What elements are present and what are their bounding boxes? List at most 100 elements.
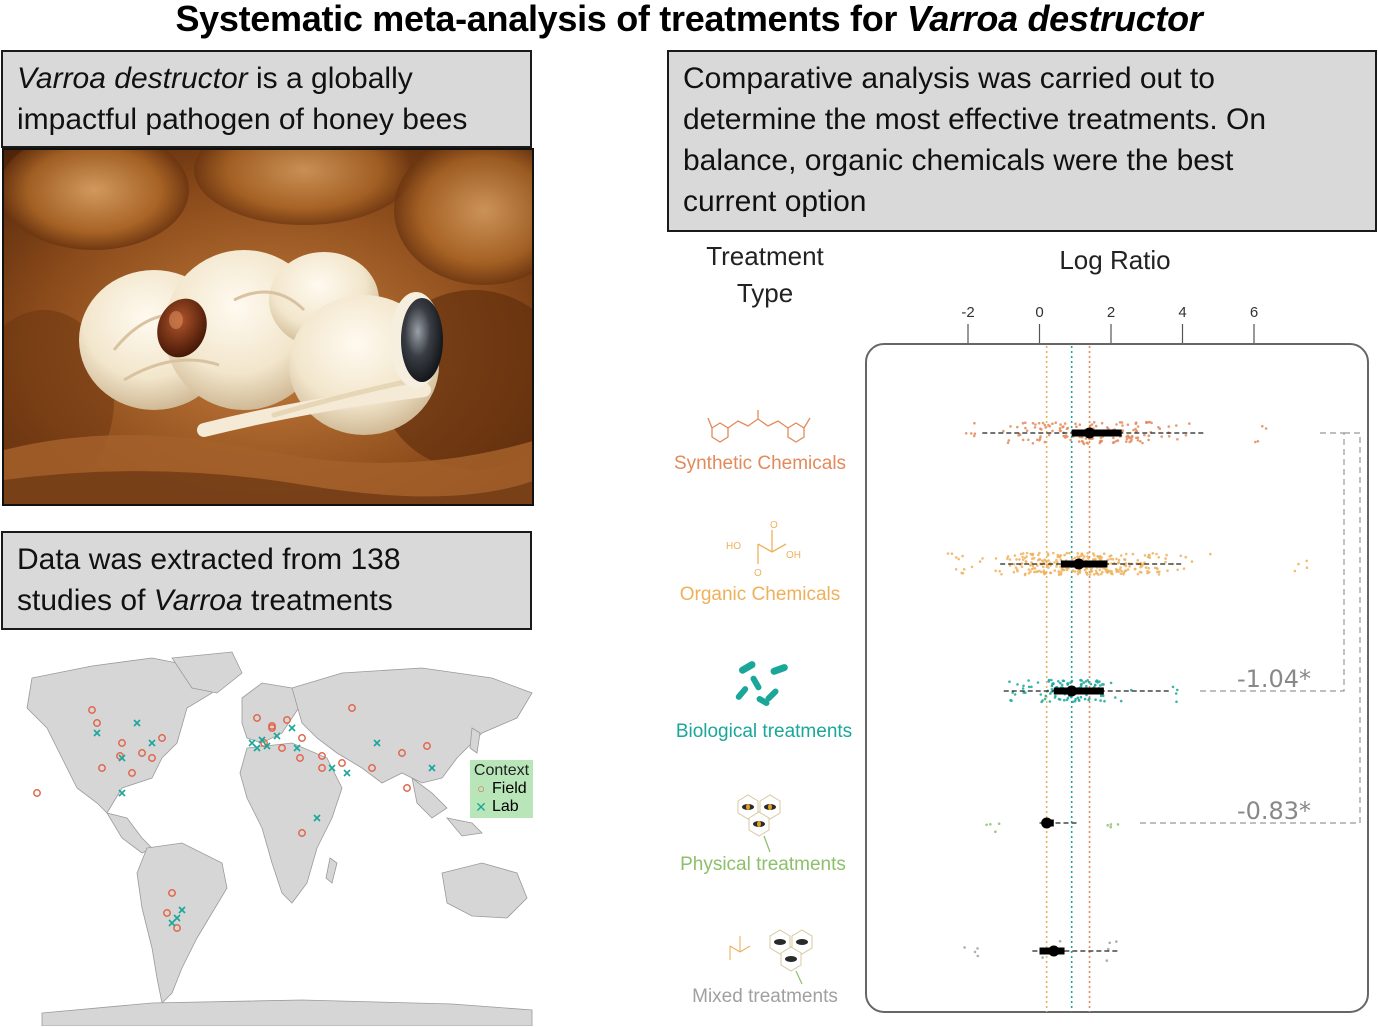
data-point (1254, 440, 1257, 444)
pathogen-callout: Varroa destructor is a globally impactfu… (1, 50, 532, 148)
data-point (1057, 680, 1060, 683)
field-study-marker (33, 789, 41, 797)
data-point (1077, 698, 1081, 702)
log-ratio-header: Log Ratio (1059, 245, 1171, 275)
reference-lines (1045, 346, 1091, 1012)
data-point (1114, 696, 1117, 699)
compare-line1: Comparative analysis was carried out to (683, 62, 1215, 95)
data-point (1085, 571, 1088, 574)
data-point (1256, 440, 1260, 443)
data-point (1006, 555, 1010, 558)
data-point (1118, 421, 1122, 424)
x-tick-label: 2 (1107, 304, 1115, 321)
data-point (1138, 570, 1142, 574)
data-point (1051, 422, 1054, 425)
data-point (1027, 572, 1031, 575)
data-point (1023, 556, 1027, 560)
data-point (1115, 940, 1118, 943)
data-point (1021, 552, 1025, 555)
data-point (1107, 947, 1110, 951)
extract-line2-italic: Varroa (153, 584, 243, 617)
data-point (1112, 436, 1115, 440)
data-point (1021, 687, 1025, 690)
data-point (1057, 570, 1060, 573)
data-point (954, 568, 958, 571)
data-point (1038, 558, 1042, 561)
world-map (26, 651, 533, 1026)
point-estimate (1084, 427, 1096, 439)
data-point (1121, 424, 1124, 427)
legend-lab: ✕ Lab (470, 798, 533, 816)
field-study-marker (423, 742, 431, 750)
data-point (1095, 679, 1099, 682)
data-point (1046, 552, 1050, 555)
data-point (1037, 421, 1041, 425)
data-point (1117, 561, 1121, 564)
pathogen-line1: is a globally (247, 62, 413, 95)
comparison-annotation: -0.83* (1237, 797, 1311, 825)
point-estimate (1048, 945, 1060, 957)
data-point (1136, 572, 1140, 576)
data-point (1133, 567, 1137, 571)
data-point (1099, 699, 1102, 702)
data-point (1008, 558, 1012, 561)
data-point (1033, 426, 1037, 429)
data-point (1043, 571, 1047, 575)
data-point (1036, 438, 1039, 442)
category-label: Physical treatments (680, 854, 846, 875)
data-point (1044, 559, 1048, 563)
data-point (1057, 573, 1061, 577)
data-point (1012, 570, 1016, 574)
data-point (973, 950, 977, 954)
data-point (1060, 568, 1064, 571)
field-study-marker (138, 749, 146, 757)
field-study-marker (168, 889, 176, 897)
data-point (976, 947, 979, 950)
data-point (1103, 699, 1106, 703)
lab-study-marker (313, 814, 321, 822)
data-point (1081, 441, 1085, 444)
legend-title: Context (473, 762, 530, 779)
data-point (1153, 566, 1157, 570)
data-point (1264, 427, 1268, 430)
data-point (997, 822, 1001, 825)
data-point (1092, 421, 1096, 424)
data-point (978, 560, 982, 563)
extract-line1: Data was extracted from 138 (17, 543, 401, 576)
data-point (1059, 681, 1062, 685)
data-point (1038, 551, 1041, 555)
data-point (1025, 551, 1029, 555)
estimate-intervals (982, 427, 1204, 957)
field-study-marker (403, 784, 411, 792)
data-point (1043, 423, 1047, 427)
data-point (1080, 679, 1083, 682)
data-point (1184, 434, 1188, 437)
data-point (972, 434, 976, 438)
data-point (1047, 566, 1050, 569)
data-point (1093, 684, 1097, 687)
field-marker-icon: ○ (477, 781, 485, 796)
data-point (1013, 693, 1017, 696)
data-point (1120, 569, 1123, 573)
plot-panel (865, 343, 1369, 1013)
data-point (1086, 555, 1089, 558)
pathogen-species: Varroa destructor (17, 62, 248, 95)
field-study-marker (296, 754, 304, 762)
x-tick-label: 4 (1178, 304, 1186, 321)
data-point (1013, 554, 1017, 557)
data-point (1293, 569, 1297, 573)
x-tick-label: -2 (961, 304, 974, 321)
data-point (1057, 697, 1061, 701)
data-point (994, 557, 998, 560)
data-point (1117, 558, 1121, 562)
field-study-marker (88, 706, 96, 714)
data-point (1099, 436, 1103, 440)
data-point (1125, 437, 1129, 441)
data-point (1142, 562, 1145, 566)
data-point (1008, 564, 1012, 567)
bee-pupa-photo (2, 148, 534, 506)
data-point (1148, 556, 1152, 559)
data-point (1008, 680, 1011, 683)
data-point (1049, 571, 1052, 575)
data-point (1094, 424, 1098, 428)
